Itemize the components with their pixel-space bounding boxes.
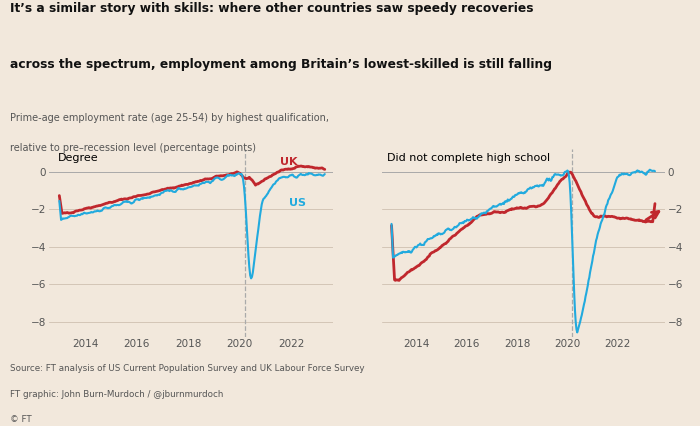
Text: It’s a similar story with skills: where other countries saw speedy recoveries: It’s a similar story with skills: where … [10, 2, 534, 15]
Text: across the spectrum, employment among Britain’s lowest-skilled is still falling: across the spectrum, employment among Br… [10, 58, 552, 71]
Text: Source: FT analysis of US Current Population Survey and UK Labour Force Survey: Source: FT analysis of US Current Popula… [10, 364, 365, 373]
Text: FT graphic: John Burn-Murdoch / @jburnmurdoch: FT graphic: John Burn-Murdoch / @jburnmu… [10, 390, 224, 399]
Text: Prime-age employment rate (age 25-54) by highest qualification,: Prime-age employment rate (age 25-54) by… [10, 113, 330, 123]
Text: © FT: © FT [10, 415, 32, 424]
Text: relative to pre–recession level (percentage points): relative to pre–recession level (percent… [10, 143, 256, 153]
Text: US: US [288, 198, 306, 208]
Text: Degree: Degree [57, 153, 98, 163]
Text: UK: UK [280, 157, 298, 167]
Text: Did not complete high school: Did not complete high school [387, 153, 550, 163]
